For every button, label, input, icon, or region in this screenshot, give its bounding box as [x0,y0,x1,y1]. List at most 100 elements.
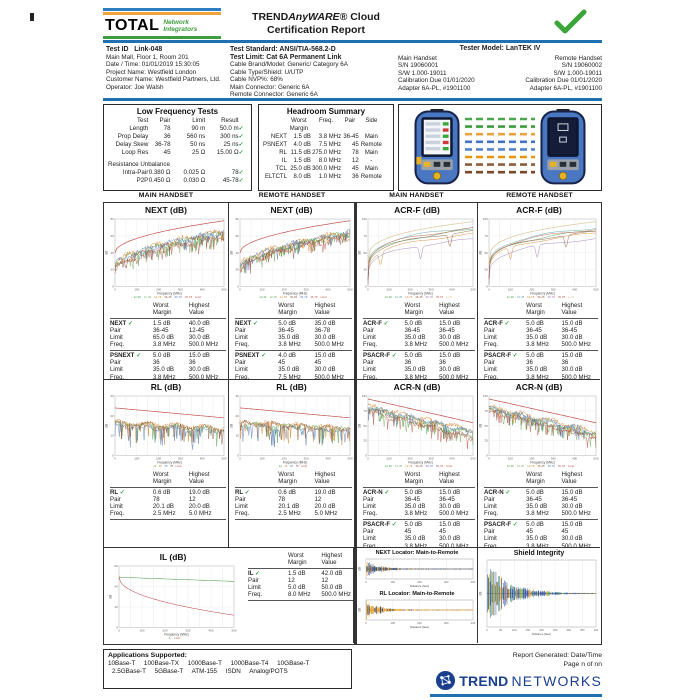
series-line [488,229,597,279]
applications-title: Applications Supported: [108,652,187,659]
pass-check-icon: ✓ [238,125,244,132]
low-freq-cell: 25 ns [223,141,239,148]
tester-line: Calibration Due 01/01/2020 [525,77,602,84]
x-tick-label: 500 [470,457,475,461]
legend-item: 78 [295,464,299,468]
stats-highest: 12 [321,576,329,584]
report-generated-block: Report Generated: Date/Time Page n of nn [402,651,602,669]
low-freq-cell: Length [129,125,149,132]
stats-row-label: Limit [363,535,376,543]
stats-test-name: PSNEXT ✓ [235,351,267,359]
stats-worst: 4.0 dB [278,351,296,359]
stats-worst: 20.1 dB [152,503,174,511]
low-freq-cell: 50.0 m [219,125,239,132]
headroom-cell: 45 [352,166,359,172]
tester-line: S/N 19060001 [398,62,439,69]
stats-highest: 500.0 MHz [439,542,469,547]
x-tick-label: 400 [572,288,577,292]
applications-line1: 10Base-T 100Base-TX 1000Base-T 1000Base-… [108,660,310,667]
low-freq-cell: 78 [231,169,239,176]
y-tick-label: 10 [110,434,114,438]
stats-test-name: RL ✓ [110,488,125,496]
tester-line: Main Handset [398,54,437,62]
grid-center-divider [354,203,357,644]
logo-sub-line1: Network [163,19,189,26]
stats-worst: 5.0 dB [278,319,296,327]
pass-check-icon: ✓ [238,177,244,184]
stats-worst: 5.0 dB [526,351,544,359]
stats-rule [484,349,598,351]
headroom-cell: 25.0 dB [290,166,311,172]
series-line [239,419,351,446]
keypad-button [569,161,577,167]
y-tick-label: 0 [486,285,488,289]
stats-worst: 36 [152,359,160,367]
legend-item: 12-45 [269,295,277,299]
low-freq-cell: Intra-Pair [122,169,149,176]
stats-worst: 2.5 MHz [278,510,301,518]
stats-highest: 15.0 dB [188,351,210,359]
stats-worst: 3.8 MHz [404,341,428,349]
headroom-title: Headroom Summary [286,107,366,116]
stats-highest: 500.0 MHz [188,373,219,379]
wiremap-pairs [465,117,535,174]
legend-item: 12-36 [259,295,267,299]
stats-rl-main: Worst Margin Highest Value RL ✓ 0.6 dB 19.0 … [104,469,228,521]
stats-worst: 36-45 [278,326,294,334]
stats-worst: 1.5 dB [152,319,171,327]
col-label-remote-handset-2: REMOTE HANDSET [506,192,573,199]
stats-worst: 3.8 MHz [152,341,176,349]
x-tick-label: 100 [259,288,264,292]
pass-check-icon: ✓ [238,149,244,156]
x-tick-label: 500 [347,288,352,292]
low-freq-header [239,117,247,125]
legend-item: 12-78 [405,464,413,468]
legend-item: 12-36 [507,295,515,299]
stats-highest: 20.0 dB [314,503,336,511]
y-tick-label: 0 [237,454,239,458]
stats-corner [363,302,404,317]
headroom-header: Pair [344,118,356,124]
stats-worst: 20.1 dB [278,503,300,511]
stats-worst: 35.0 dB [526,503,548,511]
x-tick-label: 0 [488,288,490,292]
series-line [488,407,597,448]
x-tick-label: 200 [156,457,161,461]
stats-col-header: Highest Value [561,302,583,317]
stats-il: Worst Margin Highest Value IL ✓ 1.5 dB 42.0 … [242,550,353,602]
low-freq-header: Pair [159,117,171,124]
stats-row-label: Pair [235,359,246,367]
stats-highest: 30.0 dB [314,334,336,342]
x-tick-label: 100 [512,628,517,632]
stats-highest: 30.0 dB [439,366,461,374]
stats-row-label: Freq. [235,373,250,379]
stats-acrn-remote: Worst Margin Highest Value ACR-N ✓ 5.0 dB 15… [478,469,600,547]
x-tick-label: 300 [428,288,433,292]
stats-highest: 30.0 dB [439,334,461,342]
info-rule [103,98,602,101]
stats-test-name: PSACR-F ✓ [363,520,397,528]
stats-worst: 36-45 [152,326,169,334]
stats-worst: 3.8 MHz [404,510,428,518]
stats-highest: 45 [314,359,322,367]
series-line [114,229,225,266]
x-tick-label: 100 [386,288,391,292]
low-freq-title: Low Frequency Tests [136,107,219,116]
stats-test-name: ACR-F ✓ [484,319,510,327]
stats-highest: 15.0 dB [561,319,583,327]
stats-highest: 500.0 MHz [188,341,219,349]
x-tick-label: 300 [444,580,449,584]
stats-test-name: PSACR-F ✓ [484,351,518,359]
stats-highest: 15.0 dB [561,351,583,359]
legend-item: 36 [284,464,288,468]
screen-icon [559,136,567,143]
stats-test-name: ACR-N ✓ [484,488,511,496]
y-tick-label: 50 [363,251,367,255]
tester-line: S/W 1.000-19011 [398,69,447,77]
stats-row-label: Pair [484,528,495,536]
tester-info-block: Tester Model: LanTEK IV Main Handset S/N… [398,45,602,92]
y-axis-label: dB [357,608,361,612]
standard-line: Remote Connector: Generic 6A [230,91,318,98]
limit-line [367,221,474,263]
